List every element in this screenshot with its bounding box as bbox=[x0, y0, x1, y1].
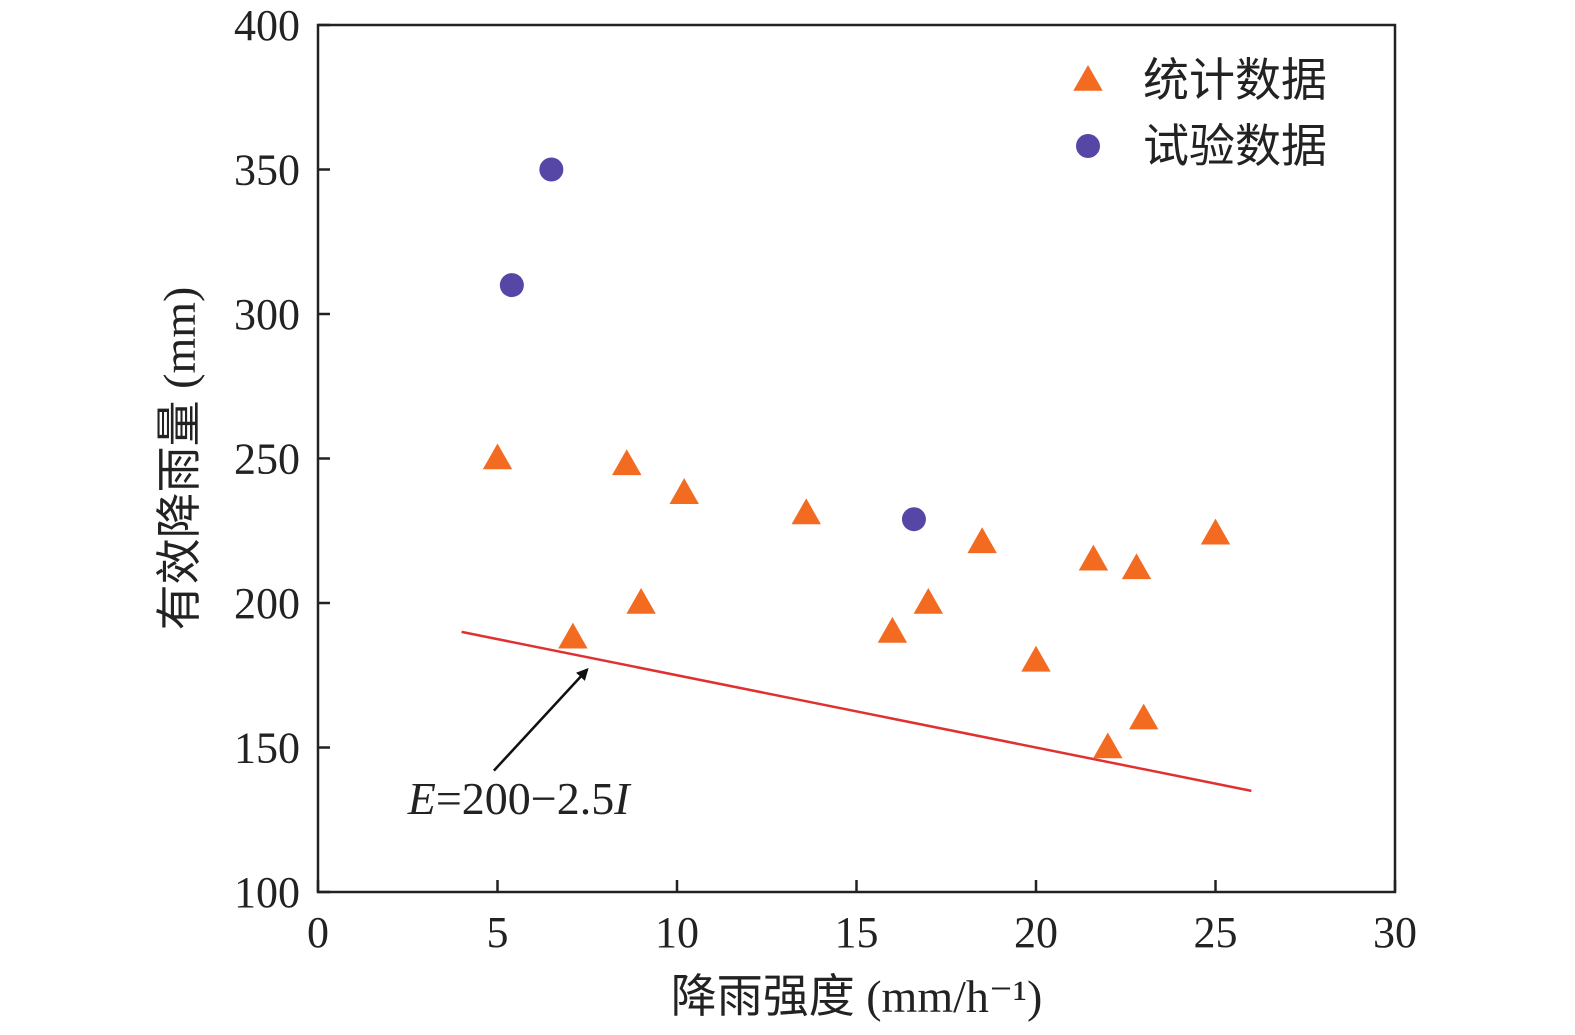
legend-marker-circle bbox=[1076, 134, 1100, 158]
x-tick-label: 0 bbox=[307, 908, 329, 957]
y-axis-ticks: 100 150 200 250 300 350 400 bbox=[234, 1, 330, 917]
x-tick-label: 25 bbox=[1194, 908, 1238, 957]
data-point-triangle bbox=[1078, 544, 1109, 571]
x-axis-ticks: 0 5 10 15 20 25 30 bbox=[307, 880, 1417, 957]
x-tick-label: 10 bbox=[655, 908, 699, 957]
data-point-triangle bbox=[877, 616, 908, 643]
data-point-triangle bbox=[612, 449, 642, 476]
data-point-triangle bbox=[1200, 518, 1231, 545]
fit-equation-part: E bbox=[407, 773, 436, 824]
fit-equation-part: I bbox=[613, 773, 632, 824]
x-tick-label: 30 bbox=[1373, 908, 1417, 957]
data-point-triangle bbox=[1093, 732, 1123, 759]
y-tick-label: 400 bbox=[234, 1, 300, 50]
y-tick-label: 200 bbox=[234, 579, 300, 628]
y-tick-label: 100 bbox=[234, 868, 300, 917]
data-point-circle bbox=[499, 273, 524, 298]
x-tick-label: 15 bbox=[835, 908, 879, 957]
x-tick-label: 20 bbox=[1014, 908, 1058, 957]
data-point-triangle bbox=[913, 588, 943, 614]
data-point-triangle bbox=[791, 498, 821, 525]
data-points bbox=[482, 157, 1231, 759]
data-point-circle bbox=[539, 157, 564, 182]
fit-equation-label: E=200−2.5I bbox=[407, 773, 633, 824]
fit-line bbox=[461, 630, 1252, 793]
data-point-triangle bbox=[482, 443, 513, 470]
y-tick-label: 150 bbox=[234, 724, 300, 773]
x-axis-label: 降雨强度 (mm/h⁻¹) bbox=[671, 971, 1043, 1022]
legend-marker-triangle bbox=[1073, 65, 1103, 91]
data-point-triangle bbox=[626, 588, 656, 614]
fit-equation-part: =200−2.5 bbox=[436, 773, 614, 824]
data-point-triangle bbox=[558, 622, 588, 649]
data-point-triangle bbox=[1021, 645, 1051, 672]
legend-label: 统计数据 bbox=[1143, 55, 1327, 106]
legend-label: 试验数据 bbox=[1143, 121, 1327, 172]
y-tick-label: 300 bbox=[234, 290, 300, 339]
data-point-triangle bbox=[1121, 553, 1152, 580]
data-point-circle bbox=[901, 507, 926, 532]
annotation-arrow bbox=[492, 668, 589, 772]
x-tick-label: 5 bbox=[487, 908, 509, 957]
data-point-triangle bbox=[669, 478, 699, 504]
data-point-triangle bbox=[967, 527, 997, 554]
y-tick-label: 350 bbox=[234, 146, 300, 195]
y-axis-label: 有效降雨量 (mm) bbox=[154, 287, 205, 631]
y-tick-label: 250 bbox=[234, 435, 300, 484]
data-point-triangle bbox=[1129, 703, 1159, 730]
